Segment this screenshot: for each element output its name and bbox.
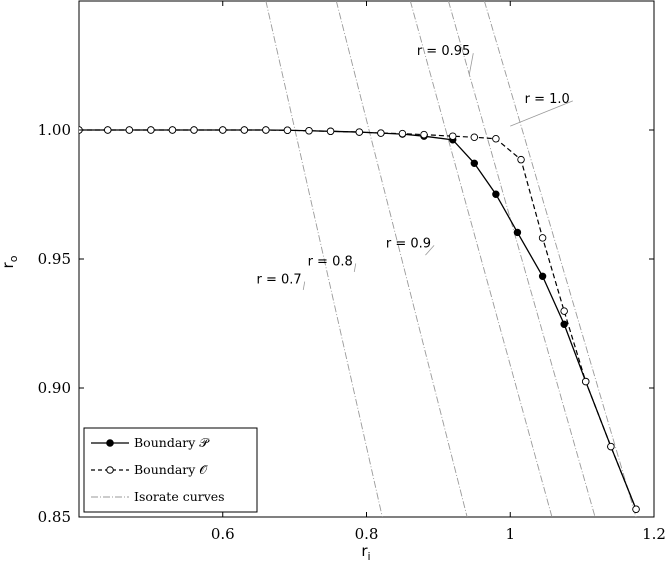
point-boundary-o xyxy=(147,126,155,134)
isorate-line xyxy=(409,1,553,517)
isorate-label: r = 1.0 xyxy=(525,92,570,107)
point-boundary-p xyxy=(560,320,568,328)
axis-ticks: 0.6 0.8 1 1.2 0.85 0.90 0.95 1.00 xyxy=(38,1,665,543)
point-boundary-o xyxy=(470,133,479,141)
point-boundary-o xyxy=(560,307,568,315)
point-boundary-p xyxy=(538,272,547,280)
point-boundary-o xyxy=(449,132,457,140)
legend-item-isorate: Isorate curves xyxy=(91,489,225,504)
x-tick-label: 0.8 xyxy=(355,525,379,543)
isorate-label-leader xyxy=(510,100,573,127)
isorate-label: r = 0.8 xyxy=(308,254,353,269)
point-boundary-o xyxy=(538,234,547,242)
point-boundary-o xyxy=(125,126,134,134)
legend-item-boundary-o: Boundary 𝒪 xyxy=(91,462,208,477)
isorate-label: r = 0.95 xyxy=(417,44,470,59)
point-boundary-o xyxy=(168,126,177,134)
x-tick-label: 1 xyxy=(505,525,515,543)
point-boundary-o xyxy=(218,126,227,134)
isorate-annotations: r = 0.7 r = 0.8 r = 0.9 r = 0.95 r = 1.0 xyxy=(257,44,573,291)
isorate-label: r = 0.7 xyxy=(257,273,302,288)
isorate-label: r = 0.9 xyxy=(386,236,431,251)
isorate-line xyxy=(335,1,468,517)
y-tick-label: 1.00 xyxy=(38,121,71,139)
point-boundary-o xyxy=(326,127,335,136)
isorate-label-leader xyxy=(353,263,357,272)
point-boundary-o xyxy=(240,126,249,134)
legend-marker-filled xyxy=(106,439,114,447)
isorate-line xyxy=(448,1,596,517)
isorate-label-leader xyxy=(425,245,435,256)
y-tick-label: 0.95 xyxy=(38,250,71,268)
point-boundary-o xyxy=(262,126,270,134)
isorate-label-leader xyxy=(468,53,474,75)
isorate-line xyxy=(265,1,383,517)
isorate-line xyxy=(483,1,637,517)
point-boundary-p xyxy=(513,228,522,237)
isorate-curves xyxy=(265,1,637,517)
x-tick-label: 1.2 xyxy=(642,525,665,543)
point-boundary-o xyxy=(355,128,364,136)
point-boundary-o xyxy=(190,126,198,134)
y-axis-title: ro xyxy=(0,255,20,268)
y-tick-label: 0.85 xyxy=(38,508,71,526)
legend-label-boundary-o: Boundary 𝒪 xyxy=(134,462,208,477)
legend-label-isorate: Isorate curves xyxy=(134,489,225,504)
legend-item-boundary-p: Boundary 𝒫 xyxy=(91,435,210,450)
x-axis-title: ri xyxy=(361,542,370,563)
legend-label-boundary-p: Boundary 𝒫 xyxy=(134,435,210,450)
point-boundary-o xyxy=(283,126,292,135)
x-tick-label: 0.6 xyxy=(211,525,235,543)
point-boundary-o xyxy=(607,442,615,451)
point-boundary-o xyxy=(420,130,428,139)
point-boundary-o xyxy=(517,155,525,164)
point-boundary-o xyxy=(305,127,313,135)
isorate-label-leader xyxy=(302,281,306,291)
y-tick-label: 0.90 xyxy=(38,379,71,397)
legend-marker-open xyxy=(106,466,114,474)
point-boundary-o xyxy=(398,129,407,138)
plot-area xyxy=(79,1,640,517)
point-boundary-o xyxy=(103,126,112,134)
point-boundary-o xyxy=(581,377,590,386)
point-boundary-o xyxy=(632,505,640,514)
legend: Boundary 𝒫 Boundary 𝒪 Isorate curves xyxy=(83,427,258,513)
point-boundary-o xyxy=(492,135,500,143)
point-boundary-p xyxy=(492,190,500,198)
series-markers xyxy=(79,126,640,514)
point-boundary-p xyxy=(470,159,479,167)
point-boundary-o xyxy=(377,129,385,137)
